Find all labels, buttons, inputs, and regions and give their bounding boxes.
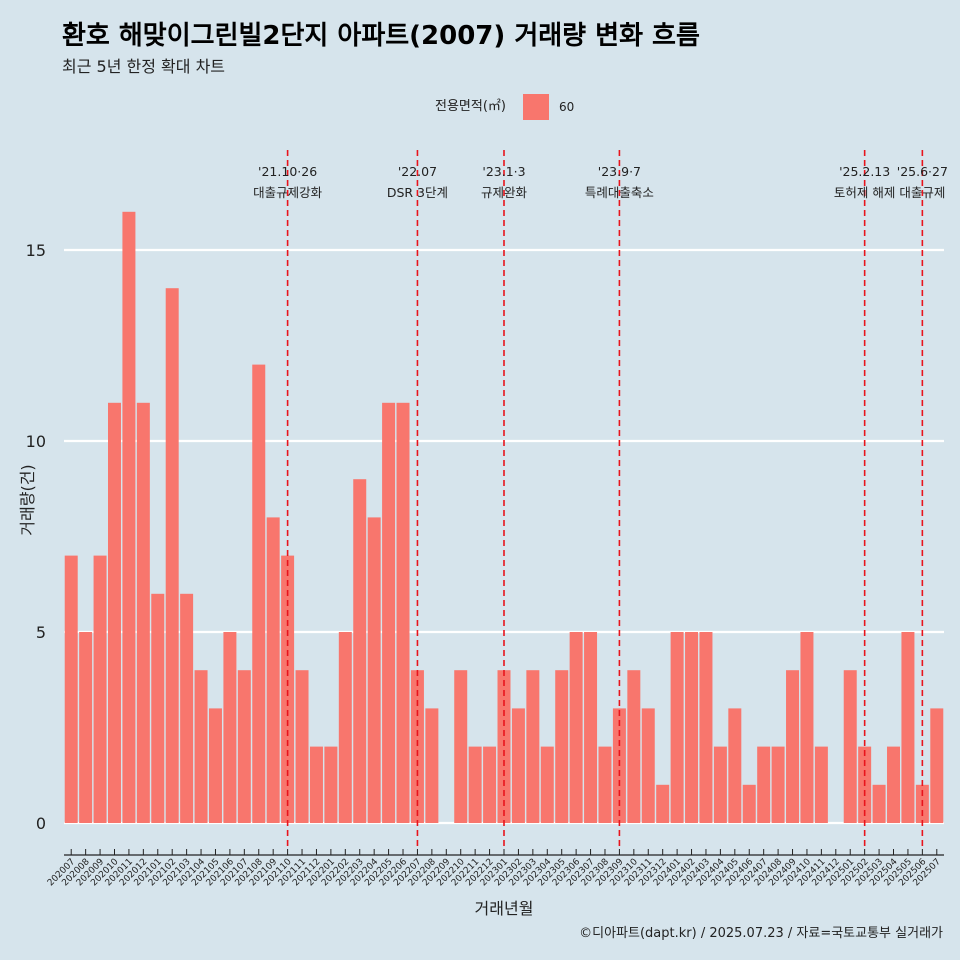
bar <box>64 555 78 823</box>
bar <box>454 670 468 823</box>
bar <box>151 593 165 823</box>
event-name-label: DSR 3단계 <box>387 185 448 200</box>
bar <box>396 402 410 823</box>
event-date-label: '22.07 <box>398 164 437 179</box>
y-tick-label: 10 <box>26 432 46 451</box>
bar <box>728 708 742 823</box>
bar <box>699 632 713 823</box>
bar <box>713 746 727 823</box>
bar <box>367 517 381 823</box>
bar <box>872 784 886 823</box>
bar <box>656 784 670 823</box>
bar <box>165 288 179 823</box>
bar <box>252 364 266 823</box>
x-axis-title: 거래년월 <box>475 899 534 918</box>
event-name-label: 토허제 해제 <box>834 185 895 200</box>
event-name-label: 특례대출축소 <box>585 185 654 200</box>
bar <box>511 708 525 823</box>
bar <box>324 746 338 823</box>
y-tick-label: 15 <box>26 241 46 260</box>
source-caption: ©디아파트(dapt.kr) / 2025.07.23 / 자료=국토교통부 실… <box>579 926 943 941</box>
y-tick-label: 5 <box>36 623 46 642</box>
event-name-label: 대출규제 <box>899 185 945 200</box>
bar <box>584 632 598 823</box>
event-date-label: '25.6·27 <box>897 164 948 179</box>
event-date-label: '23.9·7 <box>598 164 641 179</box>
bar <box>194 670 208 823</box>
bar <box>598 746 612 823</box>
bar <box>497 670 511 823</box>
bar <box>569 632 583 823</box>
event-name-label: 대출규제강화 <box>253 185 323 200</box>
bar <box>266 517 280 823</box>
bar <box>800 632 814 823</box>
bar <box>786 670 800 823</box>
bar <box>281 555 295 823</box>
legend-label: 60 <box>559 100 575 114</box>
bar <box>382 402 396 823</box>
bar <box>93 555 107 823</box>
chart-subtitle: 최근 5년 한정 확대 차트 <box>62 57 226 76</box>
bar <box>887 746 900 823</box>
bar <box>108 402 121 823</box>
bar <box>353 479 367 823</box>
bar <box>483 746 497 823</box>
bar <box>771 746 785 823</box>
bar <box>555 670 569 823</box>
bar <box>338 632 352 823</box>
bar <box>670 632 684 823</box>
legend-title: 전용면적(㎡) <box>435 99 506 114</box>
bar <box>237 670 251 823</box>
y-axis-title: 거래량(건) <box>18 464 37 535</box>
bar <box>757 746 771 823</box>
y-tick-label: 0 <box>36 814 46 833</box>
bar <box>685 632 699 823</box>
event-date-label: '25.2.13 <box>839 164 890 179</box>
event-name-label: 규제완화 <box>481 185 528 200</box>
bar <box>208 708 222 823</box>
bar <box>295 670 309 823</box>
bar <box>136 402 150 823</box>
bar <box>223 632 237 823</box>
bar <box>641 708 655 823</box>
chart-title: 환호 해맞이그린빌2단지 아파트(2007) 거래량 변화 흐름 <box>62 21 700 51</box>
bar <box>742 784 756 823</box>
bar <box>526 670 540 823</box>
bar <box>930 708 944 823</box>
bar <box>627 670 641 823</box>
legend-color-key <box>523 94 549 120</box>
bar <box>180 593 194 823</box>
bar <box>122 211 136 824</box>
bar <box>814 746 828 823</box>
bar <box>79 632 93 823</box>
bar <box>468 746 482 823</box>
bar <box>540 746 554 823</box>
bar <box>843 670 857 823</box>
event-date-label: '21.10·26 <box>258 164 317 179</box>
bar <box>425 708 439 823</box>
bar <box>410 670 424 823</box>
bar <box>901 632 915 823</box>
bar <box>309 746 323 823</box>
event-date-label: '23.1·3 <box>482 164 525 179</box>
